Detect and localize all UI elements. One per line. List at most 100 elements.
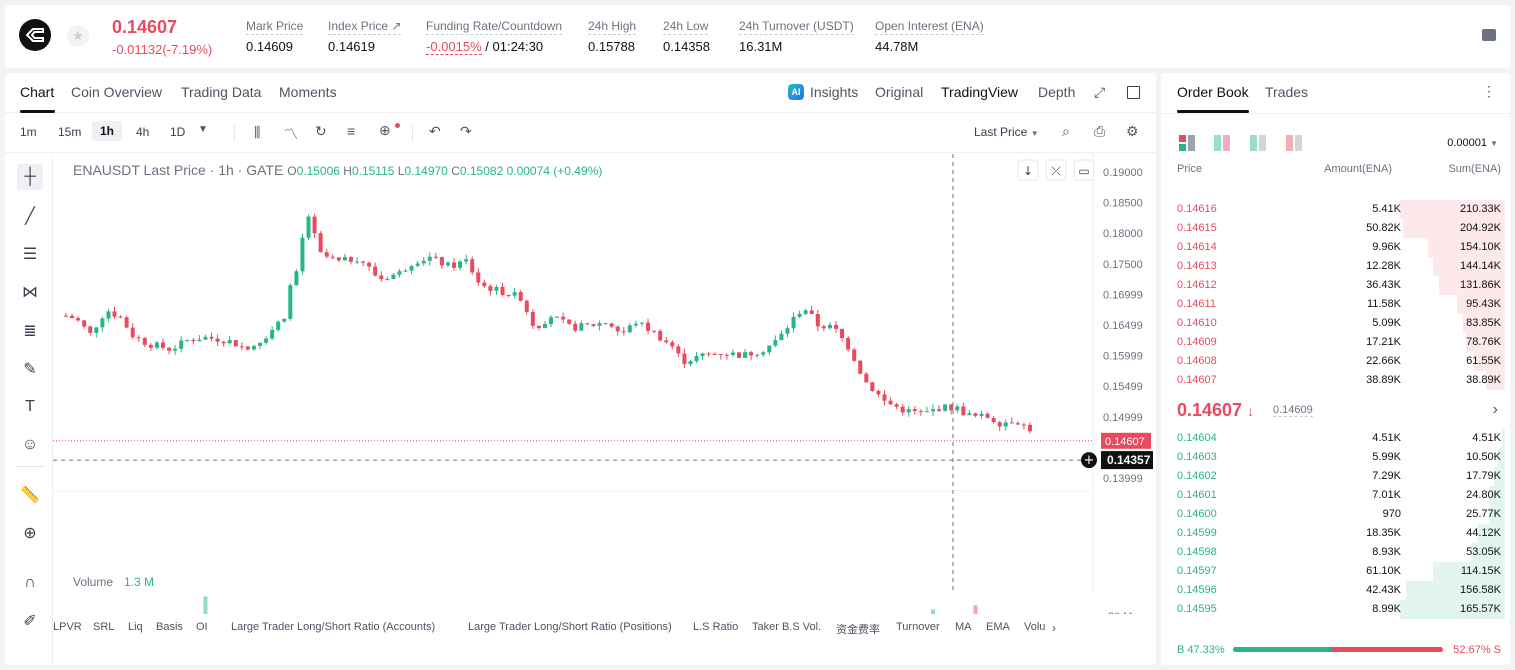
candle-type-icon[interactable]: ⫼ (254, 124, 261, 140)
indicator-volume[interactable]: Volu (1024, 621, 1046, 633)
indicator-scroll-right-icon[interactable]: › (1052, 621, 1056, 635)
tab-original[interactable]: Original (875, 84, 924, 100)
undo-icon[interactable]: ↶ (429, 123, 441, 139)
book-view-asks-icon[interactable] (1286, 135, 1302, 151)
trend-line-tool-icon[interactable]: ╱ (25, 208, 35, 225)
timeframe-15m[interactable]: 15m (58, 125, 82, 139)
stat-label: 24h Turnover (USDT) (739, 19, 854, 35)
stat-label[interactable]: Index Price ↗ (328, 19, 402, 35)
tab-moments[interactable]: Moments (279, 84, 337, 100)
bid-row[interactable]: 0.14597 61.10K 114.15K (1161, 562, 1510, 581)
candle-body (179, 340, 184, 349)
indicator-srl[interactable]: SRL (93, 621, 115, 633)
tab-insights[interactable]: Insights (810, 84, 859, 100)
search-icon[interactable]: ⌕ (1062, 123, 1070, 139)
ask-row[interactable]: 0.14607 38.89K 38.89K (1161, 371, 1510, 390)
guide-book-icon[interactable] (1482, 29, 1496, 41)
indicator-large-trader-positions[interactable]: Large Trader Long/Short Ratio (Positions… (468, 621, 672, 633)
more-options-icon[interactable]: ⋮ (1482, 83, 1496, 99)
add-indicator-icon[interactable]: ⊕ (379, 122, 391, 138)
horizontal-lines-tool-icon[interactable]: ☰ (22, 246, 38, 263)
window-icon[interactable] (1127, 86, 1140, 99)
tab-trades[interactable]: Trades (1265, 84, 1309, 100)
indicator-lpvr[interactable]: LPVR (53, 621, 82, 633)
bid-row[interactable]: 0.14604 4.51K 4.51K (1161, 429, 1510, 448)
tab-tradingview[interactable]: TradingView (941, 84, 1019, 100)
indicator-large-trader-accounts[interactable]: Large Trader Long/Short Ratio (Accounts) (231, 621, 436, 633)
tab-depth[interactable]: Depth (1038, 84, 1076, 100)
col-sum: Sum(ENA) (1448, 163, 1501, 175)
zoom-in-tool-icon[interactable]: ⊕ (23, 525, 37, 542)
ask-row[interactable]: 0.14613 12.28K 144.14K (1161, 257, 1510, 276)
ask-row[interactable]: 0.14608 22.66K 61.55K (1161, 352, 1510, 371)
depth-bar (1498, 448, 1505, 467)
text-tool-icon[interactable]: T (25, 398, 35, 415)
pattern-tool-icon[interactable]: ⋈ (22, 284, 38, 301)
indicator-taker-bs-vol[interactable]: Taker B.S Vol. (752, 621, 822, 633)
expand-icon[interactable]: ⤢ (1094, 84, 1106, 100)
indicator-ema[interactable]: EMA (986, 621, 1010, 633)
indicator-liq[interactable]: Liq (128, 621, 143, 633)
book-price: 0.14600 (1177, 508, 1217, 520)
candle-body (949, 404, 954, 411)
camera-icon[interactable]: ⎙ (1094, 123, 1106, 139)
bid-row[interactable]: 0.14598 8.93K 53.05K (1161, 543, 1510, 562)
stat-value: -0.0015% / 01:24:30 (426, 39, 562, 55)
ask-row[interactable]: 0.14612 36.43K 131.86K (1161, 276, 1510, 295)
indicator-ls-ratio[interactable]: L.S Ratio (693, 621, 739, 633)
candle-body (282, 318, 287, 322)
tab-chart[interactable]: Chart (20, 84, 55, 100)
ask-row[interactable]: 0.14616 5.41K 210.33K (1161, 200, 1510, 219)
bid-row[interactable]: 0.14602 7.29K 17.79K (1161, 467, 1510, 486)
ask-row[interactable]: 0.14615 50.82K 204.92K (1161, 219, 1510, 238)
candle-body (385, 279, 390, 281)
bid-row[interactable]: 0.14601 7.01K 24.80K (1161, 486, 1510, 505)
candle-body (482, 282, 487, 287)
crosshair-tool-icon[interactable]: ┼ (17, 164, 43, 190)
redo-icon[interactable]: ↷ (460, 123, 472, 139)
timeframe-dropdown-icon[interactable]: ▼ (198, 124, 208, 135)
tab-order-book[interactable]: Order Book (1177, 84, 1249, 100)
timeframe-1m[interactable]: 1m (20, 125, 37, 139)
timeframe-1h[interactable]: 1h (92, 121, 123, 141)
replay-icon[interactable]: ↻ (315, 123, 327, 139)
ai-insights-icon[interactable]: AI (788, 84, 804, 100)
ask-row[interactable]: 0.14609 17.21K 78.76K (1161, 333, 1510, 352)
bid-row[interactable]: 0.14596 42.43K 156.58K (1161, 581, 1510, 600)
book-view-both-icon[interactable] (1179, 135, 1195, 151)
indicator-ma[interactable]: MA (955, 621, 972, 633)
price-type-select[interactable]: Last Price ▼ (974, 125, 1039, 139)
emoji-tool-icon[interactable]: ☺ (21, 436, 39, 453)
settings-icon[interactable]: ⚙ (1126, 123, 1139, 139)
indicator-basis[interactable]: Basis (156, 621, 183, 633)
measure-tool-icon[interactable]: 📏 (20, 487, 40, 504)
lock-drawing-tool-icon[interactable]: ✐ (23, 613, 37, 630)
price-chart[interactable]: 0.19000 0.18500 0.18000 0.17500 0.16999 0.164… (53, 154, 1153, 614)
favorite-star-icon[interactable]: ★ (67, 25, 89, 47)
ask-row[interactable]: 0.14611 11.58K 95.43K (1161, 295, 1510, 314)
templates-icon[interactable]: ≡ (347, 123, 356, 139)
fib-tool-icon[interactable]: ≣ (23, 323, 37, 340)
book-amount: 36.43K (1366, 279, 1401, 291)
precision-select[interactable]: 0.00001 ▼ (1447, 137, 1498, 149)
indicator-funding-rate[interactable]: 资金费率 (836, 624, 880, 636)
bid-row[interactable]: 0.14599 18.35K 44.12K (1161, 524, 1510, 543)
timeframe-4h[interactable]: 4h (136, 125, 150, 139)
book-view-split-icon[interactable] (1214, 135, 1230, 151)
brush-tool-icon[interactable]: ✎ (23, 361, 37, 378)
ask-row[interactable]: 0.14610 5.09K 83.85K (1161, 314, 1510, 333)
timeframe-1d[interactable]: 1D (170, 125, 186, 139)
indicator-oi[interactable]: OI (196, 621, 208, 633)
chevron-right-icon[interactable]: › (1492, 401, 1498, 418)
indicators-icon[interactable]: 〽 (284, 126, 298, 142)
indicator-turnover[interactable]: Turnover (896, 621, 940, 633)
magnet-tool-icon[interactable]: ∩ (24, 574, 36, 591)
ask-row[interactable]: 0.14614 9.96K 154.10K (1161, 238, 1510, 257)
bid-row[interactable]: 0.14600 970 25.77K (1161, 505, 1510, 524)
tab-trading-data[interactable]: Trading Data (181, 84, 262, 100)
book-view-bids-icon[interactable] (1250, 135, 1266, 151)
stat-index-price[interactable]: Index Price ↗ 0.14619 (328, 19, 402, 54)
tab-coin-overview[interactable]: Coin Overview (71, 84, 163, 100)
bid-row[interactable]: 0.14595 8.99K 165.57K (1161, 600, 1510, 619)
bid-row[interactable]: 0.14603 5.99K 10.50K (1161, 448, 1510, 467)
